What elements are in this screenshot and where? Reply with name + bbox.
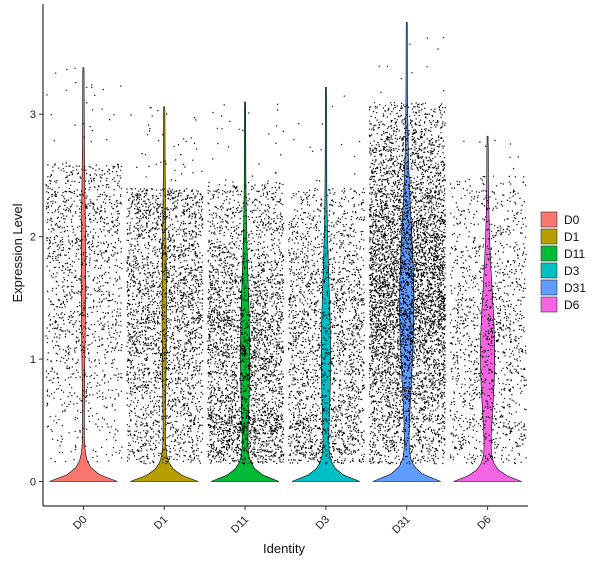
legend-swatch-d0	[540, 211, 558, 228]
violin-d11	[210, 101, 280, 482]
x-tick-label: D31	[390, 514, 413, 537]
x-tick-label: D1	[152, 514, 170, 532]
legend-swatch-d3	[540, 262, 558, 279]
violin-d0	[49, 67, 118, 482]
y-tick-label: 3	[30, 109, 36, 121]
legend: D0 D1 D11 D3 D31 D6	[540, 211, 586, 313]
legend-swatch-d11	[540, 245, 558, 262]
y-tick-label: 0	[30, 477, 36, 489]
violin-layer	[49, 22, 522, 482]
x-tick-label: D11	[229, 514, 251, 536]
legend-swatch-d6	[540, 296, 558, 313]
violin-d31	[372, 22, 441, 482]
x-tick-label: D6	[475, 514, 493, 532]
violin-d3	[291, 86, 361, 482]
legend-swatch-d1	[540, 228, 558, 245]
legend-label-d31: D31	[564, 281, 586, 295]
jitter-points-d11	[207, 103, 285, 465]
legend-label-d3: D3	[564, 264, 580, 278]
legend-label-d1: D1	[564, 230, 580, 244]
axes: 0 1 2 3 D0 D1 D11 D3 D31 D6	[30, 4, 528, 536]
y-tick-label: 2	[30, 232, 36, 244]
x-tick-label: D3	[314, 514, 332, 532]
legend-label-d0: D0	[564, 213, 580, 227]
x-tick-label: D0	[71, 514, 89, 532]
legend-swatch-d31	[540, 279, 558, 296]
y-axis-title: Expression Level	[10, 203, 25, 302]
violin-d1	[130, 106, 199, 482]
y-tick-label: 1	[30, 354, 36, 366]
legend-label-d6: D6	[564, 298, 580, 312]
x-axis-title: Identity	[263, 541, 305, 556]
jitter-points-d3	[288, 95, 365, 465]
jitter-points	[45, 36, 527, 465]
violin-d6	[453, 135, 522, 482]
legend-label-d11: D11	[564, 247, 585, 261]
